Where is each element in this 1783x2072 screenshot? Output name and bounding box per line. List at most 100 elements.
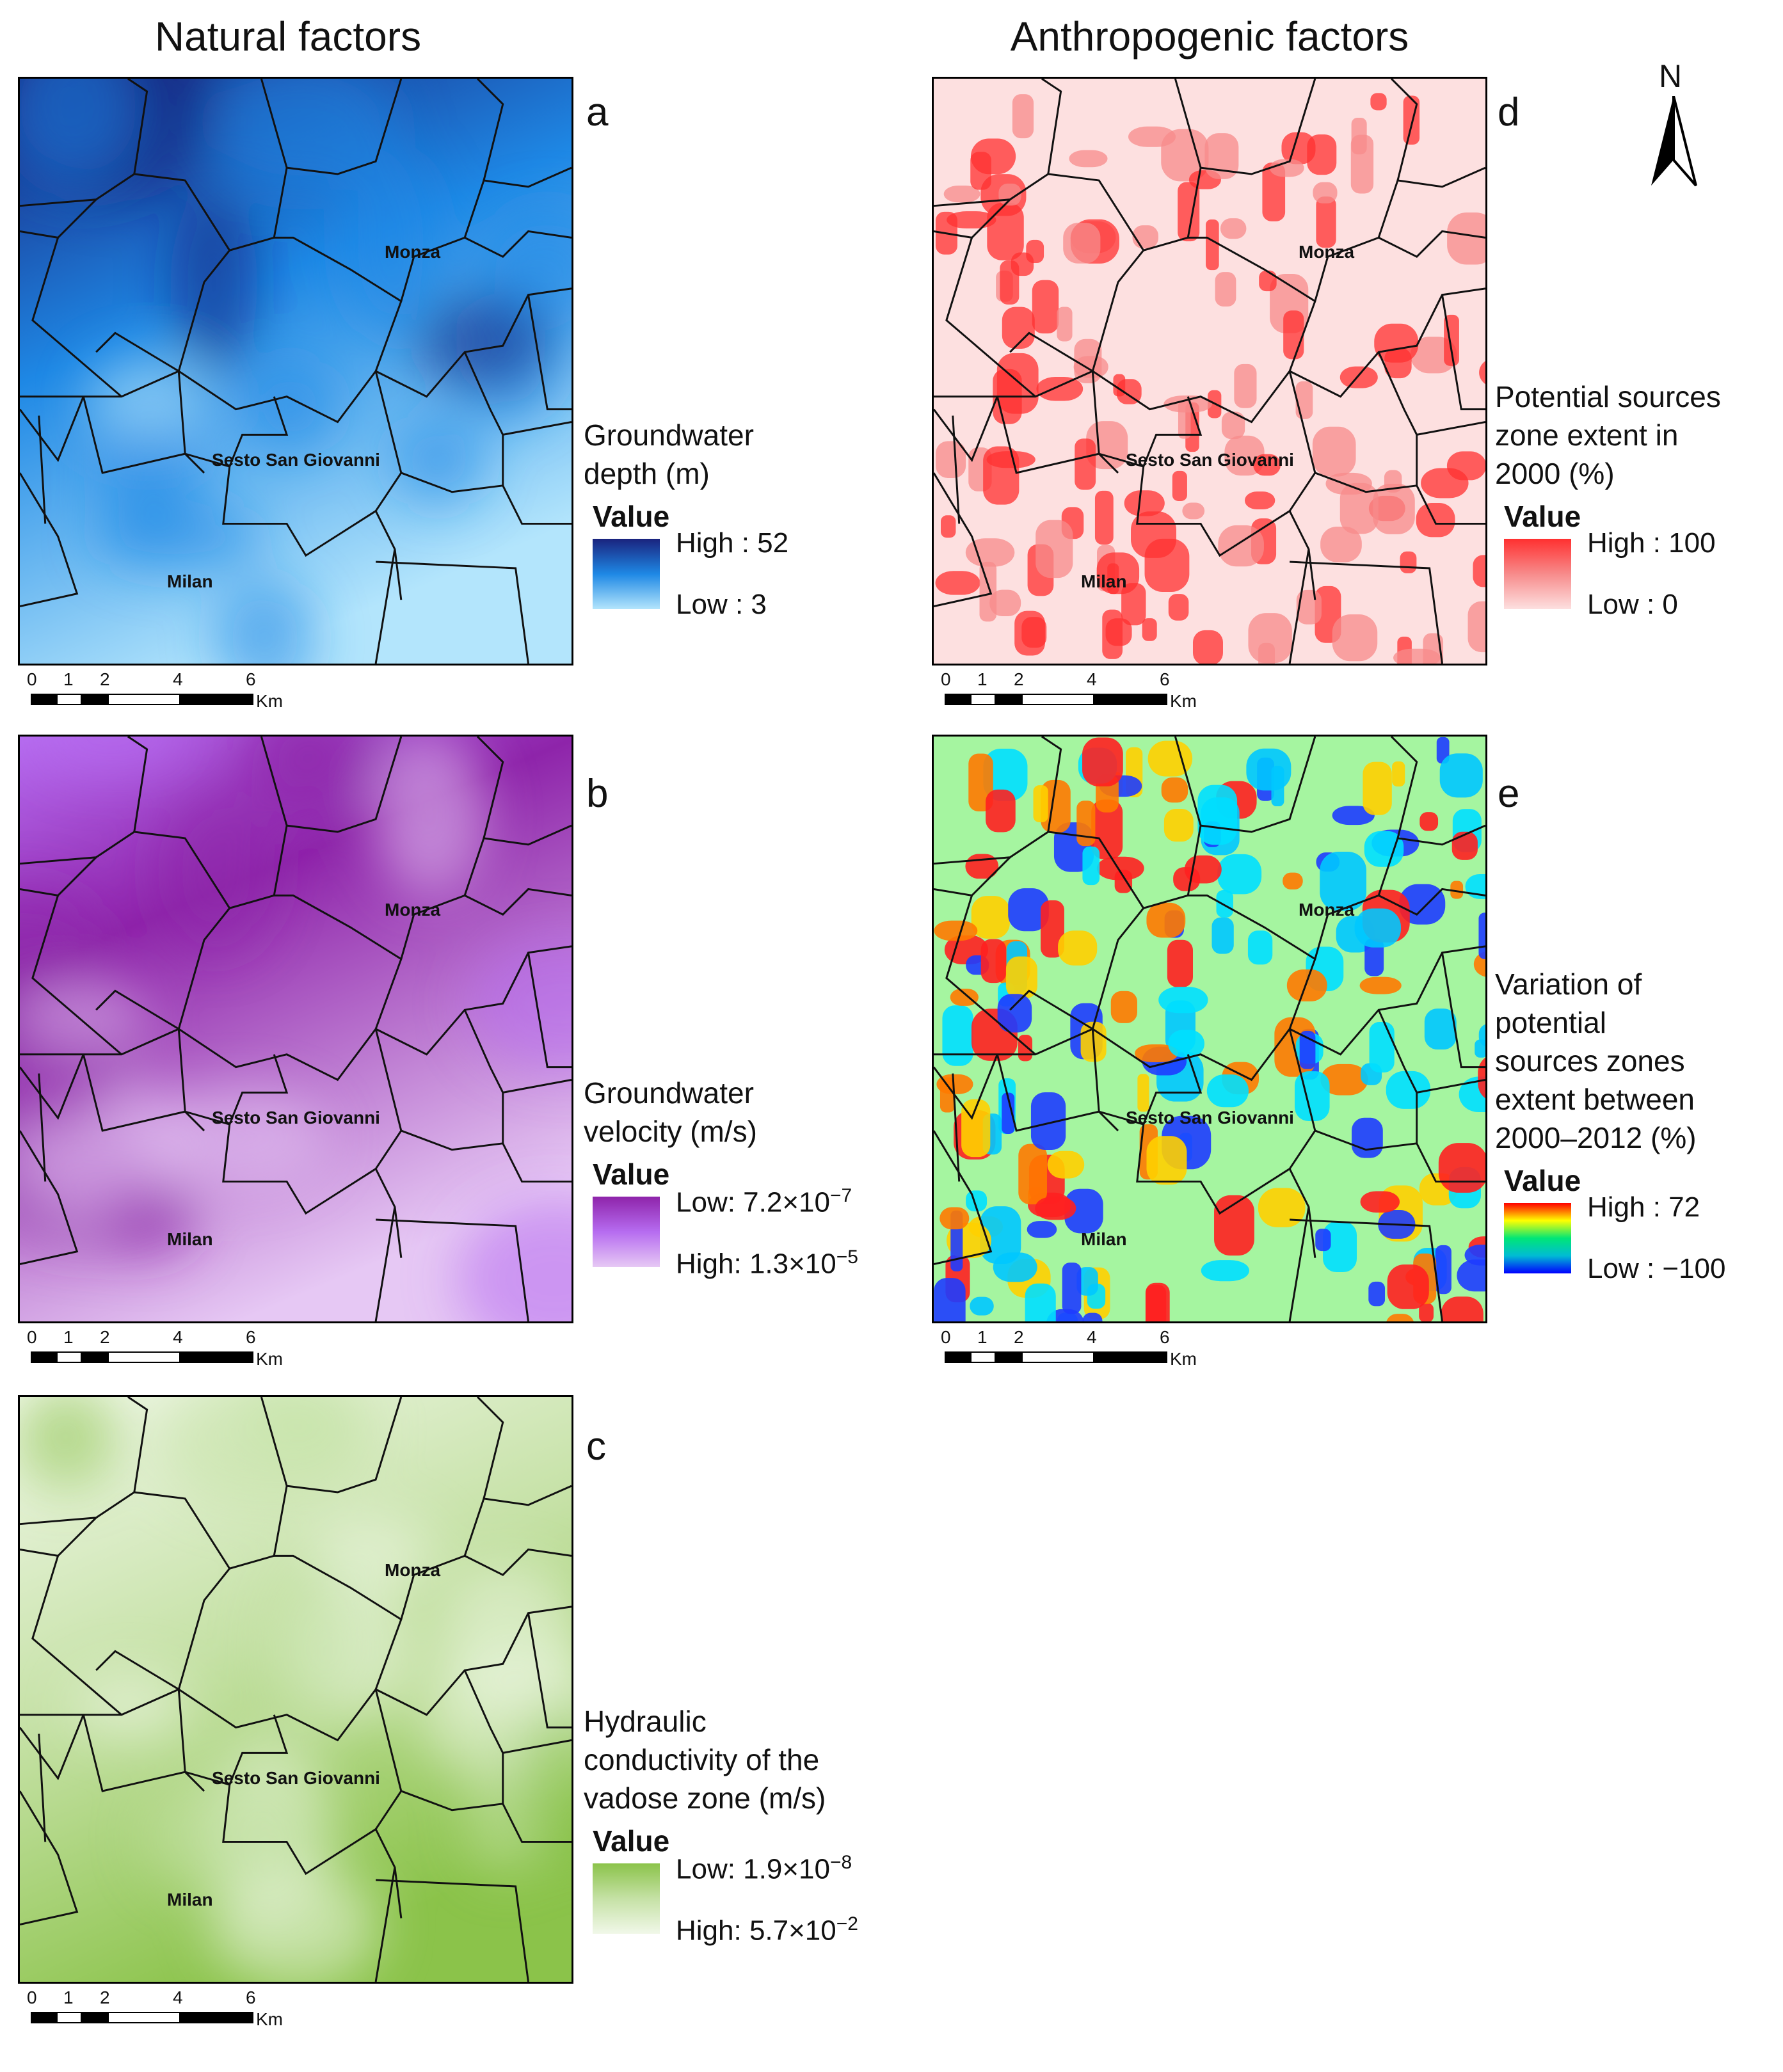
city-label-sesto: Sesto San Giovanni (1126, 1108, 1294, 1128)
scale-tick-6: 6 (1160, 1327, 1170, 1347)
legend-title-c: Hydraulic conductivity of the vadose zone … (584, 1705, 826, 1815)
scale-segment (108, 1351, 180, 1363)
legend-bottom-label-b: High: 1.3×10−5 (676, 1247, 858, 1280)
scale-segment (82, 2012, 108, 2023)
legend-top-label-b: Low: 7.2×10−7 (676, 1185, 852, 1218)
city-label-milan: Milan (1081, 571, 1127, 591)
scale-segment (82, 1351, 108, 1363)
scale-tick-4: 4 (173, 1327, 183, 1347)
map-d: Monza Sesto San Giovanni Milan (932, 77, 1487, 665)
legend-value-heading-e: Value (1504, 1164, 1581, 1197)
legend-title-b: Groundwater velocity (m/s) (584, 1076, 757, 1148)
scale-tick-2: 2 (100, 1988, 110, 2007)
scale-segment (970, 1351, 996, 1363)
scale-tick-6: 6 (1160, 669, 1170, 689)
legend-color-ramp-c (593, 1863, 660, 1934)
natural-factors-title: Natural factors (154, 13, 422, 60)
map-e: Monza Sesto San Giovanni Milan (932, 735, 1487, 1323)
scale-segment (56, 694, 82, 705)
municipal-boundaries (20, 737, 572, 1321)
scale-segment (1021, 1351, 1094, 1363)
north-arrow-icon: N (1645, 58, 1702, 187)
scale-tick-6: 6 (246, 669, 256, 689)
panel-letter-a: a (586, 90, 609, 134)
scale-tick-1: 1 (63, 669, 74, 689)
scale-segment (56, 2012, 82, 2023)
scale-segment (108, 694, 180, 705)
scale-tick-1: 1 (63, 1327, 74, 1347)
scale-tick-1: 1 (63, 1988, 74, 2007)
scale-unit-label: Km (1170, 1349, 1197, 1369)
legend-title-e: Variation of potential sources zones extent… (1495, 968, 1697, 1154)
legend-bottom-label-d: Low : 0 (1587, 589, 1678, 620)
scale-segment (1021, 694, 1094, 705)
scale-bar-c: 0 1 2 4 6 Km (27, 1988, 325, 2039)
scale-tick-0: 0 (941, 669, 951, 689)
scale-unit-label: Km (1170, 691, 1197, 711)
city-label-sesto: Sesto San Giovanni (1126, 450, 1294, 470)
map-a: Monza Sesto San Giovanni Milan (18, 77, 573, 665)
map-c: Monza Sesto San Giovanni Milan (18, 1395, 573, 1984)
scale-segment (996, 694, 1021, 705)
scale-segment (31, 694, 56, 705)
legend-title-d: Potential sources zone extent in 2000 (%) (1495, 380, 1721, 490)
scale-segment (970, 694, 996, 705)
city-label-milan: Milan (167, 571, 213, 591)
scale-segment (108, 2012, 180, 2023)
legend-color-ramp-b (593, 1197, 660, 1267)
legend-value-heading-c: Value (593, 1824, 670, 1858)
scale-segment (31, 2012, 56, 2023)
anthropogenic-factors-title: Anthropogenic factors (1010, 13, 1409, 60)
municipal-boundaries (934, 737, 1485, 1321)
legend-top-label-a: High : 52 (676, 527, 789, 559)
legend-color-ramp-a (593, 539, 660, 609)
scale-segment (31, 1351, 56, 1363)
scale-tick-6: 6 (246, 1988, 256, 2007)
scale-unit-label: Km (256, 1349, 283, 1369)
city-label-monza: Monza (385, 1560, 441, 1580)
map-b: Monza Sesto San Giovanni Milan (18, 735, 573, 1323)
scale-tick-2: 2 (1014, 1327, 1024, 1347)
scale-segment (180, 2012, 253, 2023)
municipal-boundaries (20, 1397, 572, 1982)
panel-letter-e: e (1498, 772, 1520, 816)
panel-letter-d: d (1498, 90, 1520, 134)
legend-value-heading-a: Value (593, 500, 670, 533)
panel-letter-b: b (586, 772, 609, 816)
scale-tick-2: 2 (100, 669, 110, 689)
scale-segment (56, 1351, 82, 1363)
legend-title-a: Groundwater depth (m) (584, 418, 754, 490)
legend-value-heading-b: Value (593, 1158, 670, 1191)
scale-bar-b: 0 1 2 4 6 Km (27, 1327, 325, 1378)
legend-bottom-label-c: High: 5.7×10−2 (676, 1913, 858, 1947)
scale-tick-4: 4 (1087, 669, 1097, 689)
legend-top-label-c: Low: 1.9×10−8 (676, 1852, 852, 1885)
city-label-sesto: Sesto San Giovanni (212, 1768, 380, 1788)
scale-tick-1: 1 (977, 669, 987, 689)
scale-tick-0: 0 (27, 1988, 37, 2007)
scale-unit-label: Km (256, 2009, 283, 2029)
panel-letter-c: c (586, 1424, 606, 1469)
scale-tick-2: 2 (100, 1327, 110, 1347)
legend-top-label-e: High : 72 (1587, 1191, 1700, 1223)
scale-tick-1: 1 (977, 1327, 987, 1347)
scale-tick-4: 4 (173, 1988, 183, 2007)
city-label-milan: Milan (167, 1890, 213, 1909)
scale-segment (180, 694, 253, 705)
scale-segment (996, 1351, 1021, 1363)
legend-bottom-label-a: Low : 3 (676, 589, 767, 620)
scale-tick-0: 0 (941, 1327, 951, 1347)
scale-tick-0: 0 (27, 669, 37, 689)
city-label-sesto: Sesto San Giovanni (212, 450, 380, 470)
legend-color-ramp-d (1504, 539, 1571, 609)
scale-tick-6: 6 (246, 1327, 256, 1347)
city-label-monza: Monza (1299, 242, 1355, 262)
city-label-monza: Monza (385, 900, 441, 920)
scale-bar-a: 0 1 2 4 6 Km (27, 669, 325, 721)
scale-segment (945, 694, 970, 705)
legend-bottom-label-e: Low : −100 (1587, 1253, 1726, 1284)
scale-tick-4: 4 (173, 669, 183, 689)
city-label-monza: Monza (385, 242, 441, 262)
scale-tick-2: 2 (1014, 669, 1024, 689)
city-label-milan: Milan (167, 1229, 213, 1249)
